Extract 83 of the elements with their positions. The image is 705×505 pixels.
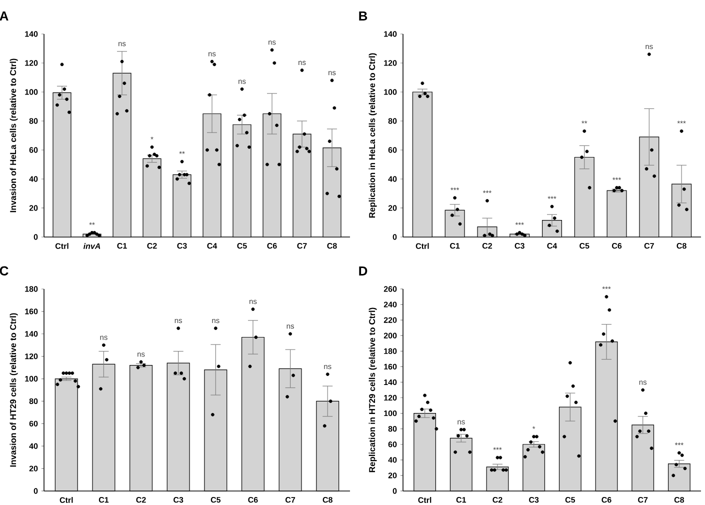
x-tick-label: Ctrl: [416, 243, 429, 249]
y-tick-label: 0: [392, 488, 397, 494]
chart-title: A: [0, 12, 8, 20]
y-axis-title: Replication in HeLa cells (relative to Ctrl): [368, 53, 377, 218]
y-axis-title: Invasion of HT29 cells (relative to Ctrl): [10, 313, 18, 467]
y-tick-label: 40: [29, 176, 38, 182]
x-tick-label: C1: [98, 497, 109, 503]
y-tick-label: 60: [388, 147, 397, 153]
x-tick-label: C8: [322, 497, 332, 503]
y-tick-label: 60: [388, 442, 397, 448]
x-tick-label: Ctrl: [60, 497, 73, 503]
x-tick-label: C4: [547, 243, 558, 249]
x-tick-label: C1: [450, 243, 460, 249]
y-axis-title: Invasion of HeLa cells (relative to Ctrl): [10, 58, 18, 212]
y-tick-label: 40: [29, 443, 38, 449]
y-tick-label: 240: [384, 302, 397, 308]
x-tick-label: C5: [565, 497, 576, 503]
x-tick-label: C1: [456, 497, 466, 503]
x-tick-label: C7: [638, 497, 648, 503]
y-tick-label: 0: [392, 234, 397, 240]
x-tick-label: C3: [174, 497, 184, 503]
y-tick-label: 80: [29, 118, 38, 124]
y-tick-label: 200: [384, 332, 397, 338]
y-tick-label: 40: [388, 176, 397, 182]
y-tick-label: 260: [384, 286, 397, 292]
y-tick-label: 40: [388, 457, 397, 463]
y-tick-label: 140: [384, 31, 397, 37]
x-tick-label: Ctrl: [418, 497, 432, 503]
chart-title: C: [0, 266, 8, 276]
y-tick-label: 20: [388, 472, 397, 478]
y-tick-label: 80: [29, 398, 38, 404]
x-tick-label: Ctrl: [55, 243, 68, 249]
y-tick-label: 120: [25, 353, 38, 360]
x-tick-label: C6: [612, 243, 622, 249]
x-tick-label: C5: [237, 243, 247, 249]
x-tick-label: C3: [177, 243, 187, 249]
y-tick-label: 60: [29, 420, 38, 426]
y-tick-label: 140: [384, 379, 397, 386]
x-tick-label: C6: [267, 243, 277, 249]
x-tick-label: C2: [482, 243, 492, 249]
y-tick-label: 140: [25, 331, 38, 337]
y-axis-title: Replication in HT29 cells (relative to Ctrl): [368, 308, 377, 472]
y-tick-label: 160: [25, 308, 38, 314]
y-tick-label: 0: [34, 234, 38, 240]
y-tick-label: 20: [29, 205, 38, 211]
y-tick-label: 120: [384, 60, 397, 66]
y-tick-label: 120: [25, 60, 38, 66]
x-tick-label: C6: [248, 497, 258, 503]
x-tick-label: C4: [207, 243, 218, 249]
y-tick-label: 80: [388, 426, 397, 432]
x-tick-label: C3: [529, 497, 539, 503]
x-tick-label: C7: [286, 497, 296, 503]
x-tick-label: C6: [602, 497, 612, 503]
x-tick-label: C5: [580, 243, 590, 249]
y-tick-label: 100: [384, 89, 397, 95]
y-tick-label: 20: [388, 205, 397, 211]
y-tick-label: 180: [25, 286, 38, 292]
x-tick-label: C8: [676, 243, 686, 249]
x-tick-label: C8: [674, 497, 684, 503]
chart-title: B: [359, 12, 368, 20]
y-tick-label: 0: [34, 488, 38, 494]
x-tick-label: invA: [83, 243, 100, 249]
x-tick-label: C2: [136, 497, 146, 503]
y-tick-label: 220: [384, 317, 397, 323]
x-tick-label: C2: [492, 497, 502, 503]
y-tick-label: 160: [384, 364, 397, 370]
x-tick-label: C3: [514, 243, 524, 249]
x-tick-label: C2: [147, 243, 157, 249]
x-tick-label: C8: [327, 243, 337, 249]
y-tick-label: 100: [25, 376, 38, 382]
y-tick-label: 100: [25, 89, 38, 95]
y-tick-label: 100: [384, 410, 397, 416]
chart-title: D: [359, 266, 368, 276]
y-tick-label: 180: [384, 348, 397, 354]
x-tick-label: C5: [210, 497, 221, 503]
y-tick-label: 120: [384, 394, 397, 401]
x-tick-label: C7: [297, 243, 307, 249]
y-tick-label: 80: [388, 118, 397, 124]
y-tick-label: 140: [25, 31, 38, 37]
y-tick-label: 60: [29, 147, 38, 153]
x-tick-label: C7: [644, 243, 654, 249]
x-tick-label: C1: [117, 243, 127, 249]
y-tick-label: 20: [29, 466, 38, 472]
